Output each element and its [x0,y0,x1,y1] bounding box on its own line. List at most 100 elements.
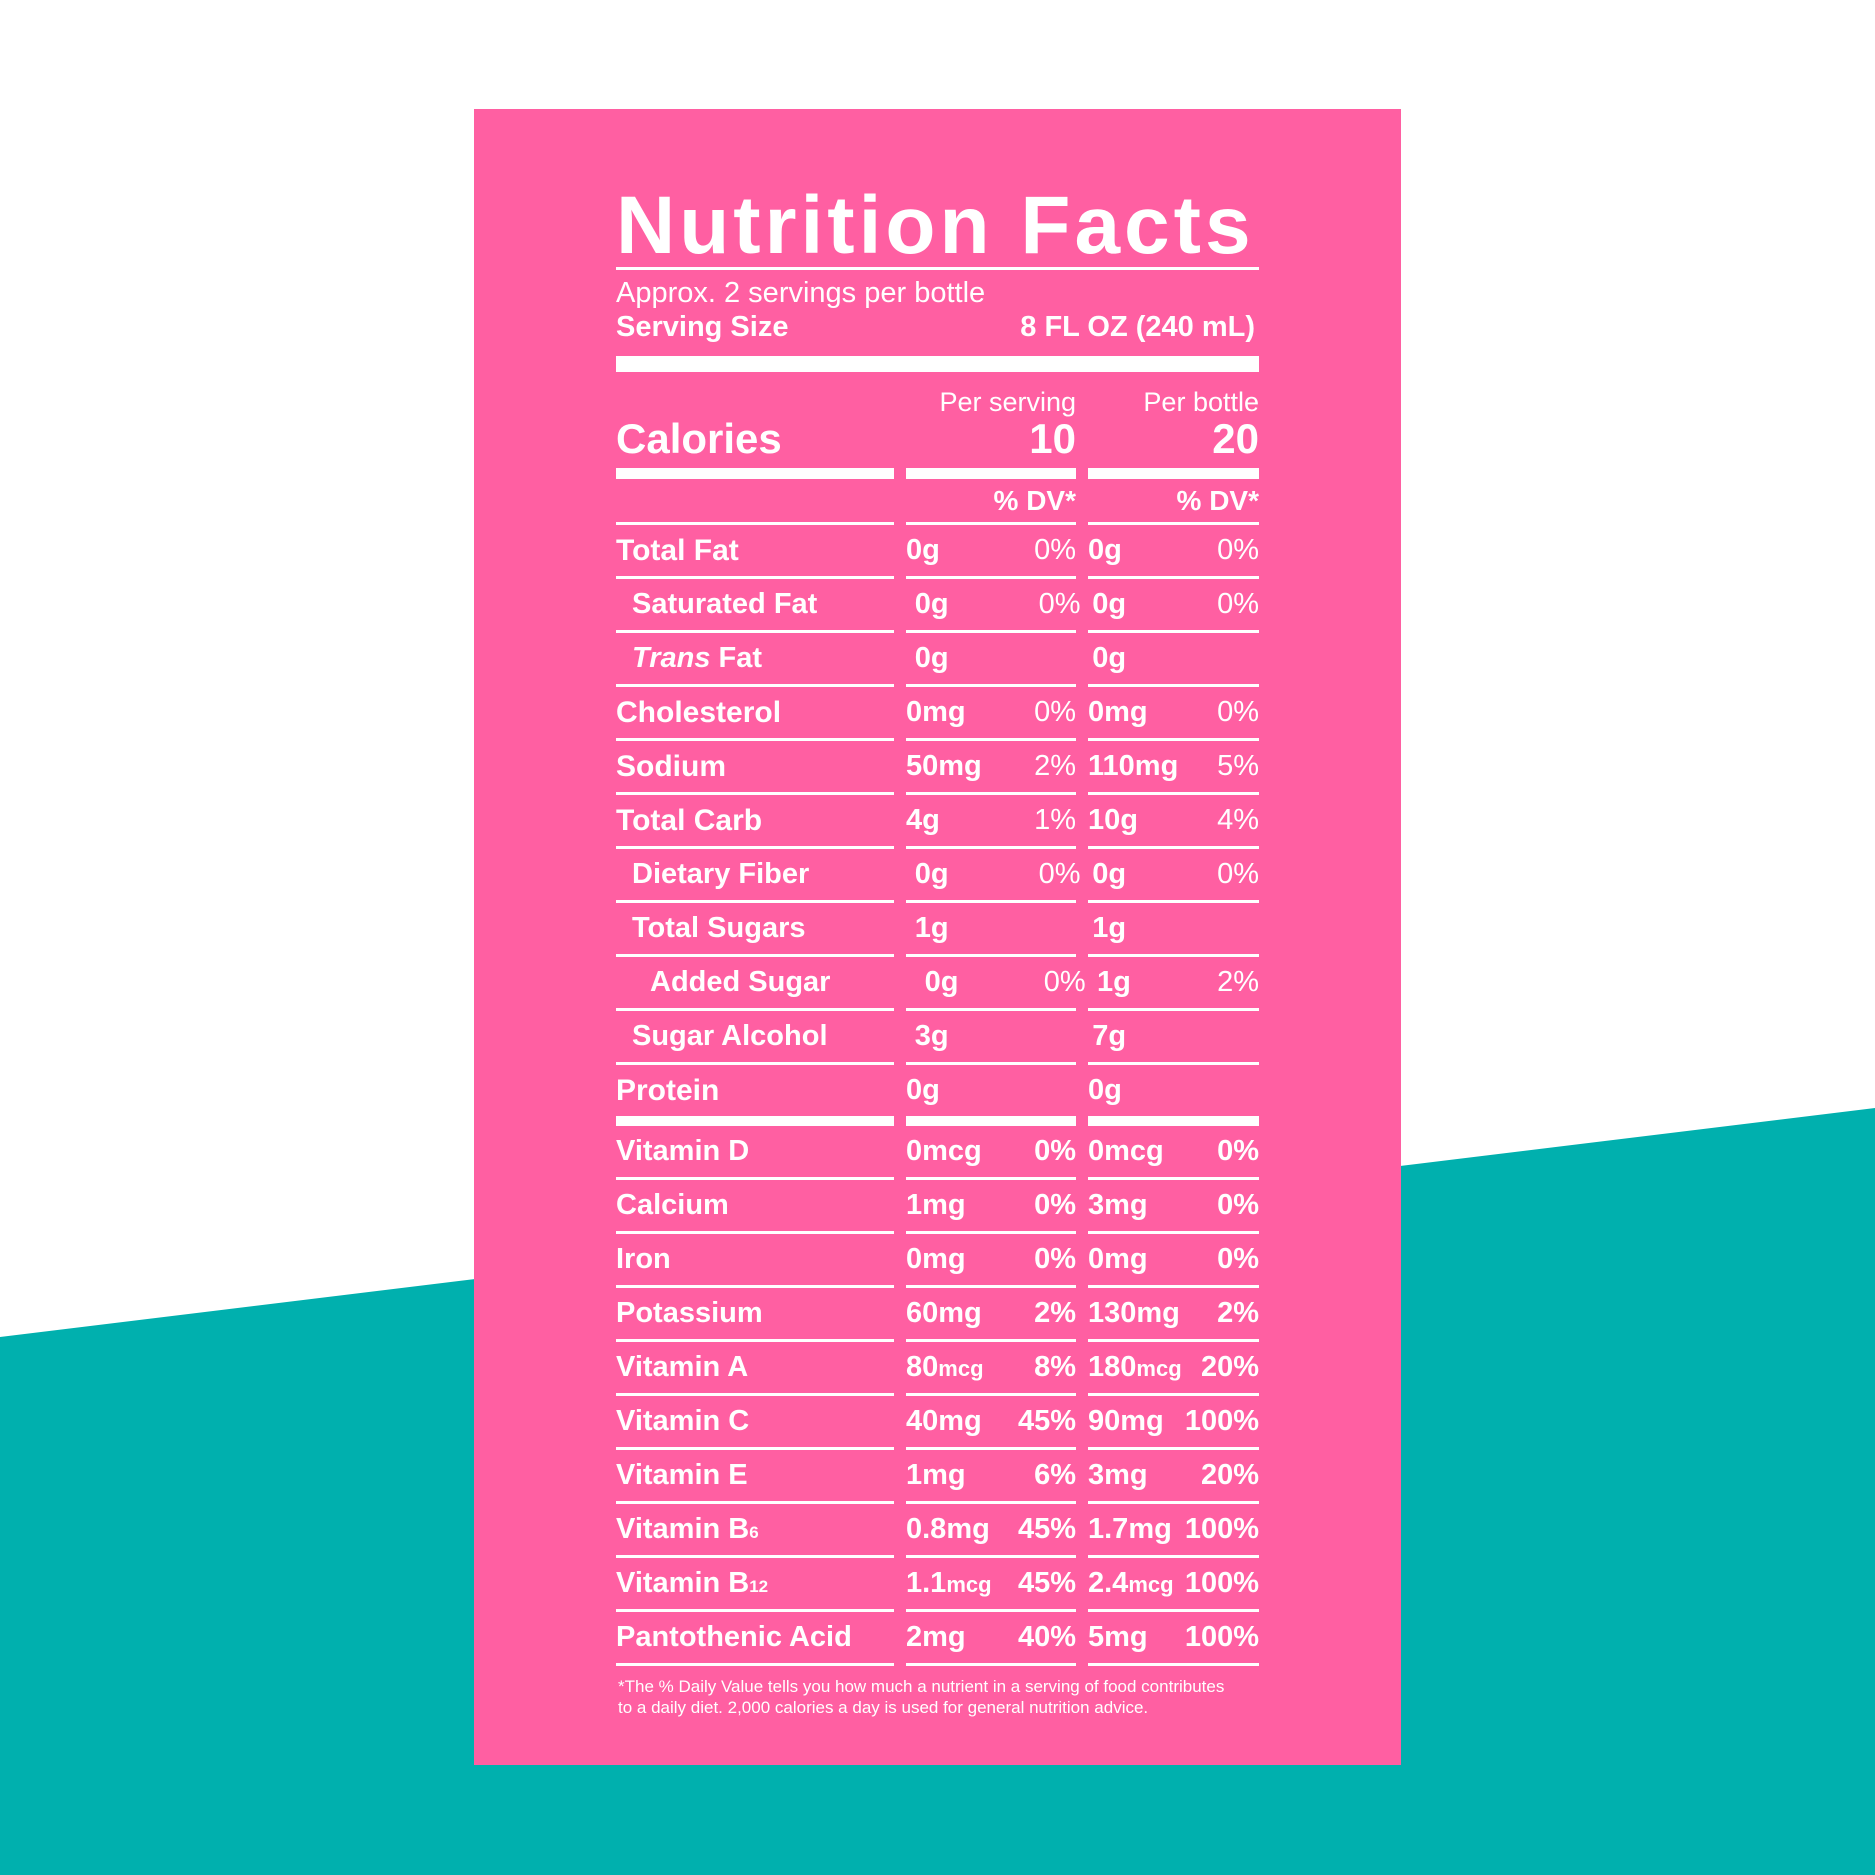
row-divider [616,1008,1259,1011]
vitamin-name-subscript: 12 [749,1577,769,1596]
per-bottle-percent: 0% [1217,696,1259,728]
per-serving-amount: 60mg [906,1297,982,1330]
per-serving-cell: 40mg 45% [906,1405,1076,1438]
nutrient-name: Added Sugar [616,966,913,999]
nutrient-name-text: Total Sugars [632,912,806,944]
nutrient-row: Added Sugar 0g 0% 1g 2% [616,957,1259,1008]
per-serving-amount-number: 1.1 [906,1567,947,1599]
dv-header-row: % DV* % DV* [616,479,1259,522]
nutrient-row: Saturated Fat 0g 0% 0g 0% [616,579,1259,630]
vitamin-row: Iron 0mg 0% 0mg 0% [616,1234,1259,1285]
per-serving-amount-number: 80 [906,1351,939,1383]
nutrient-name-text: Sugar Alcohol [632,1020,828,1052]
per-serving-amount: 0g [914,642,949,674]
per-serving-cell: 1mg 6% [906,1459,1076,1492]
per-bottle-amount: 5mg [1088,1621,1148,1654]
per-bottle-cell: 3mg 20% [1088,1459,1259,1492]
per-bottle-percent: 100% [1184,1405,1259,1437]
nutrition-label-panel: Nutrition Facts Approx. 2 servings per b… [474,109,1401,1765]
per-serving-cell: 0g [915,642,1081,675]
row-divider [616,576,1259,579]
nutrient-name: Total Fat [616,534,894,568]
row-divider [616,1501,1259,1504]
per-serving-amount: 4g [906,804,940,836]
per-serving-percent: 8% [1034,1351,1076,1383]
row-divider [616,1339,1259,1342]
per-bottle-percent: 0% [1217,1189,1259,1221]
nutrient-row: Sodium 50mg 2% 110mg 5% [616,741,1259,792]
nutrient-row: Total Carb 4g 1% 10g 4% [616,795,1259,846]
nutrient-name: Dietary Fiber [616,858,903,891]
per-serving-cell: 4g 1% [906,804,1076,837]
per-serving-percent: 0% [1034,696,1076,728]
per-bottle-percent: 20% [1200,1351,1259,1383]
vitamin-name: Iron [616,1243,894,1276]
per-serving-percent: 0% [1034,1189,1076,1221]
per-serving-percent: 45% [1017,1405,1076,1437]
per-bottle-cell: 10g 4% [1088,804,1259,837]
per-bottle-amount-unit: mcg [1128,1572,1174,1597]
per-serving-amount-number: 1mg [906,1459,966,1491]
per-serving-percent: 45% [1017,1513,1076,1545]
per-serving-amount-unit: mcg [938,1356,984,1381]
row-divider [616,1609,1259,1612]
per-bottle-amount: 2.4mcg [1088,1567,1174,1600]
per-bottle-amount-number: 5mg [1088,1621,1148,1653]
vitamin-name-subscript: 6 [749,1523,759,1542]
per-bottle-amount-number: 0mg [1088,1243,1148,1275]
serving-size-label: Serving Size [616,311,789,343]
nutrient-name: Saturated Fat [616,588,903,621]
per-bottle-cell: 0g 0% [1092,588,1259,621]
nutrient-row: Cholesterol 0mg 0% 0mg 0% [616,687,1259,738]
vitamin-row: Calcium 1mg 0% 3mg 0% [616,1180,1259,1231]
per-bottle-amount-number: 3mg [1088,1189,1148,1221]
nutrient-row: Total Sugars 1g 1g [616,903,1259,954]
vitamin-row: Vitamin B6 0.8mg 45% 1.7mg 100% [616,1504,1259,1555]
per-serving-percent: 0% [1034,1243,1076,1275]
nutrient-name: Cholesterol [616,696,894,730]
row-divider [616,1285,1259,1288]
per-bottle-percent: 0% [1217,1243,1259,1275]
per-bottle-percent: 2% [1217,966,1259,998]
per-bottle-percent: 4% [1217,804,1259,836]
vitamin-name: Vitamin C [616,1405,894,1438]
row-divider [616,1177,1259,1180]
per-serving-percent: 6% [1034,1459,1076,1491]
per-serving-cell: 0.8mg 45% [906,1513,1076,1546]
per-bottle-percent: 0% [1217,534,1259,566]
vitamin-name-text: Potassium [616,1297,763,1329]
per-bottle-percent: 2% [1217,1297,1259,1329]
per-serving-percent: 0% [1043,966,1086,998]
footnote-line-2: to a daily diet. 2,000 calories a day is… [618,1698,1149,1717]
vitamin-name-text: Vitamin A [616,1351,749,1383]
row-divider [616,1231,1259,1234]
per-serving-cell: 80mcg 8% [906,1351,1076,1384]
calories-per-serving: 10 [1029,415,1076,462]
vitamin-name-text: Iron [616,1243,671,1275]
nutrient-name-text: Total Carb [616,803,763,837]
per-serving-amount: 80mcg [906,1351,984,1384]
serving-size-row: Serving Size 8 FL OZ (240 mL) [616,310,1259,344]
vitamin-name: Vitamin E [616,1459,894,1492]
vitamin-row: Vitamin C 40mg 45% 90mg 100% [616,1396,1259,1447]
nutrient-name-text: Dietary Fiber [632,858,810,890]
row-divider [616,1062,1259,1065]
daily-value-footnote: *The % Daily Value tells you how much a … [616,1676,1259,1718]
nutrient-name-text: Total Fat [616,533,739,567]
nutrient-row: Total Fat 0g 0% 0g 0% [616,525,1259,576]
per-bottle-cell: 130mg 2% [1088,1297,1259,1330]
per-bottle-amount: 3mg [1088,1189,1148,1222]
nutrient-row: Dietary Fiber 0g 0% 0g 0% [616,849,1259,900]
per-bottle-percent: 100% [1184,1567,1259,1599]
per-serving-cell: 0g [906,1074,1076,1107]
vitamin-name-text: Vitamin D [616,1135,750,1167]
per-bottle-amount: 0g [1088,534,1122,566]
per-bottle-amount-number: 180 [1088,1351,1137,1383]
per-serving-cell: 0g 0% [915,858,1081,891]
vitamin-row: Vitamin A 80mcg 8% 180 mcg 20% [616,1342,1259,1393]
per-serving-amount: 3g [914,1020,949,1052]
per-bottle-amount: 7g [1092,1020,1127,1052]
per-bottle-cell: 1g 2% [1097,966,1259,999]
per-serving-cell: 3g [915,1020,1081,1053]
footnote-line-1: *The % Daily Value tells you how much a … [618,1677,1225,1696]
